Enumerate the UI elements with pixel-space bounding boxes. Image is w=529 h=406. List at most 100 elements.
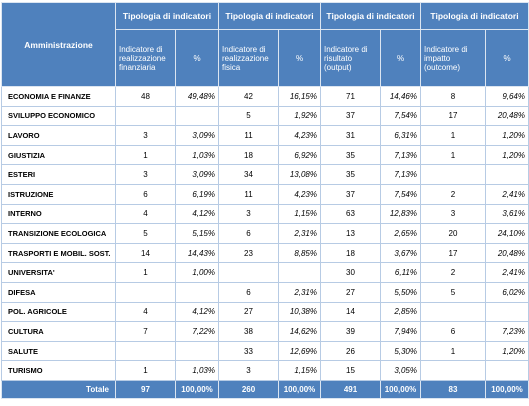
cell: 14,43%	[175, 242, 219, 264]
cell: 4,23%	[278, 125, 321, 146]
table-footer: Totale 97 100,00% 260 100,00% 491 100,00% 83 100…	[1, 379, 529, 399]
row-label: TRASPORTI E MOBIL. SOST.	[1, 242, 116, 264]
cell: 17	[420, 242, 486, 264]
cell: 1	[115, 360, 176, 381]
cell: 42	[218, 86, 279, 107]
cell: 48	[115, 86, 176, 107]
cell: 9,64%	[485, 86, 529, 107]
cell: 30	[320, 262, 381, 283]
group-header: Tipologia di indicatori	[320, 2, 421, 30]
column-header: Indicatore di realizzazione finanziaria	[115, 29, 176, 87]
table-row: POL. AGRICOLE 4 4,12% 27 10,38% 14 2,85%	[1, 301, 529, 323]
row-label: ISTRUZIONE	[1, 183, 116, 205]
table-header: Amministrazione Tipologia di indicatori T…	[1, 2, 529, 87]
cell	[485, 301, 529, 323]
cell: 63	[320, 203, 381, 225]
cell: 3,09%	[175, 125, 219, 146]
cell: 15	[320, 360, 381, 381]
total-cell: 100,00%	[278, 379, 321, 399]
cell: 4,23%	[278, 183, 321, 205]
cell: 12,69%	[278, 340, 321, 362]
cell	[485, 164, 529, 185]
row-label: UNIVERSITA'	[1, 262, 116, 283]
cell: 35	[320, 144, 381, 166]
cell: 3,05%	[380, 360, 421, 381]
cell: 4,12%	[175, 203, 219, 225]
row-label: INTERNO	[1, 203, 116, 225]
table-row: SALUTE 33 12,69% 26 5,30% 1 1,20%	[1, 340, 529, 362]
table-row: GIUSTIZIA 1 1,03% 18 6,92% 35 7,13% 1 1,20%	[1, 144, 529, 166]
cell: 20,48%	[485, 105, 529, 127]
cell: 1,20%	[485, 125, 529, 146]
cell	[278, 262, 321, 283]
cell: 4	[115, 203, 176, 225]
table-row: ESTERI 3 3,09% 34 13,08% 35 7,13%	[1, 164, 529, 185]
total-cell: 97	[115, 379, 176, 399]
table-row: ECONOMIA E FINANZE 48 49,48% 42 16,15% 71 14,4…	[1, 86, 529, 107]
row-label: ESTERI	[1, 164, 116, 185]
cell: 20,48%	[485, 242, 529, 264]
cell: 14,46%	[380, 86, 421, 107]
cell: 7,13%	[380, 164, 421, 185]
row-label: SVILUPPO ECONOMICO	[1, 105, 116, 127]
cell: 31	[320, 125, 381, 146]
group-header: Tipologia di indicatori	[218, 2, 321, 30]
row-label: LAVORO	[1, 125, 116, 146]
cell: 5,15%	[175, 223, 219, 244]
table-row: LAVORO 3 3,09% 11 4,23% 31 6,31% 1 1,20%	[1, 125, 529, 146]
cell: 3,67%	[380, 242, 421, 264]
row-label: TRANSIZIONE ECOLOGICA	[1, 223, 116, 244]
cell: 39	[320, 321, 381, 342]
cell: 7,13%	[380, 144, 421, 166]
cell: 3	[420, 203, 486, 225]
cell: 6,31%	[380, 125, 421, 146]
row-label: POL. AGRICOLE	[1, 301, 116, 323]
cell	[175, 281, 219, 303]
cell: 1,20%	[485, 340, 529, 362]
cell: 7,94%	[380, 321, 421, 342]
cell: 3	[218, 360, 279, 381]
cell: 10,38%	[278, 301, 321, 323]
table-row: TRASPORTI E MOBIL. SOST. 14 14,43% 23 8,85% 1…	[1, 242, 529, 264]
column-header: %	[175, 29, 219, 87]
cell: 1,15%	[278, 203, 321, 225]
cell	[175, 105, 219, 127]
total-cell: 260	[218, 379, 279, 399]
column-header: %	[278, 29, 321, 87]
cell: 13	[320, 223, 381, 244]
cell: 16,15%	[278, 86, 321, 107]
cell: 17	[420, 105, 486, 127]
cell: 3,09%	[175, 164, 219, 185]
cell: 2,65%	[380, 223, 421, 244]
cell: 1	[115, 262, 176, 283]
table-row: UNIVERSITA' 1 1,00% 30 6,11% 2 2,41%	[1, 262, 529, 283]
cell: 1	[420, 144, 486, 166]
cell: 5	[420, 281, 486, 303]
table-body: ECONOMIA E FINANZE 48 49,48% 42 16,15% 71 14,4…	[1, 86, 529, 381]
table-row: SVILUPPO ECONOMICO 5 1,92% 37 7,54% 17 20,48%	[1, 105, 529, 127]
column-header: Indicatore di impatto (outcome)	[420, 29, 486, 87]
cell: 11	[218, 183, 279, 205]
cell: 3	[218, 203, 279, 225]
cell: 33	[218, 340, 279, 362]
cell: 20	[420, 223, 486, 244]
cell: 14	[320, 301, 381, 323]
cell: 2,41%	[485, 262, 529, 283]
cell: 6	[218, 281, 279, 303]
cell: 24,10%	[485, 223, 529, 244]
cell: 1	[420, 340, 486, 362]
cell: 6,19%	[175, 183, 219, 205]
table-row: CULTURA 7 7,22% 38 14,62% 39 7,94% 6 7,23%	[1, 321, 529, 342]
table-row: DIFESA 6 2,31% 27 5,50% 5 6,02%	[1, 281, 529, 303]
cell: 27	[320, 281, 381, 303]
cell: 4,12%	[175, 301, 219, 323]
total-cell: 83	[420, 379, 486, 399]
cell: 38	[218, 321, 279, 342]
cell: 13,08%	[278, 164, 321, 185]
group-header: Tipologia di indicatori	[420, 2, 529, 30]
cell	[115, 105, 176, 127]
cell: 5	[115, 223, 176, 244]
total-label: Totale	[1, 379, 116, 399]
table-row: ISTRUZIONE 6 6,19% 11 4,23% 37 7,54% 2 2,41%	[1, 183, 529, 205]
